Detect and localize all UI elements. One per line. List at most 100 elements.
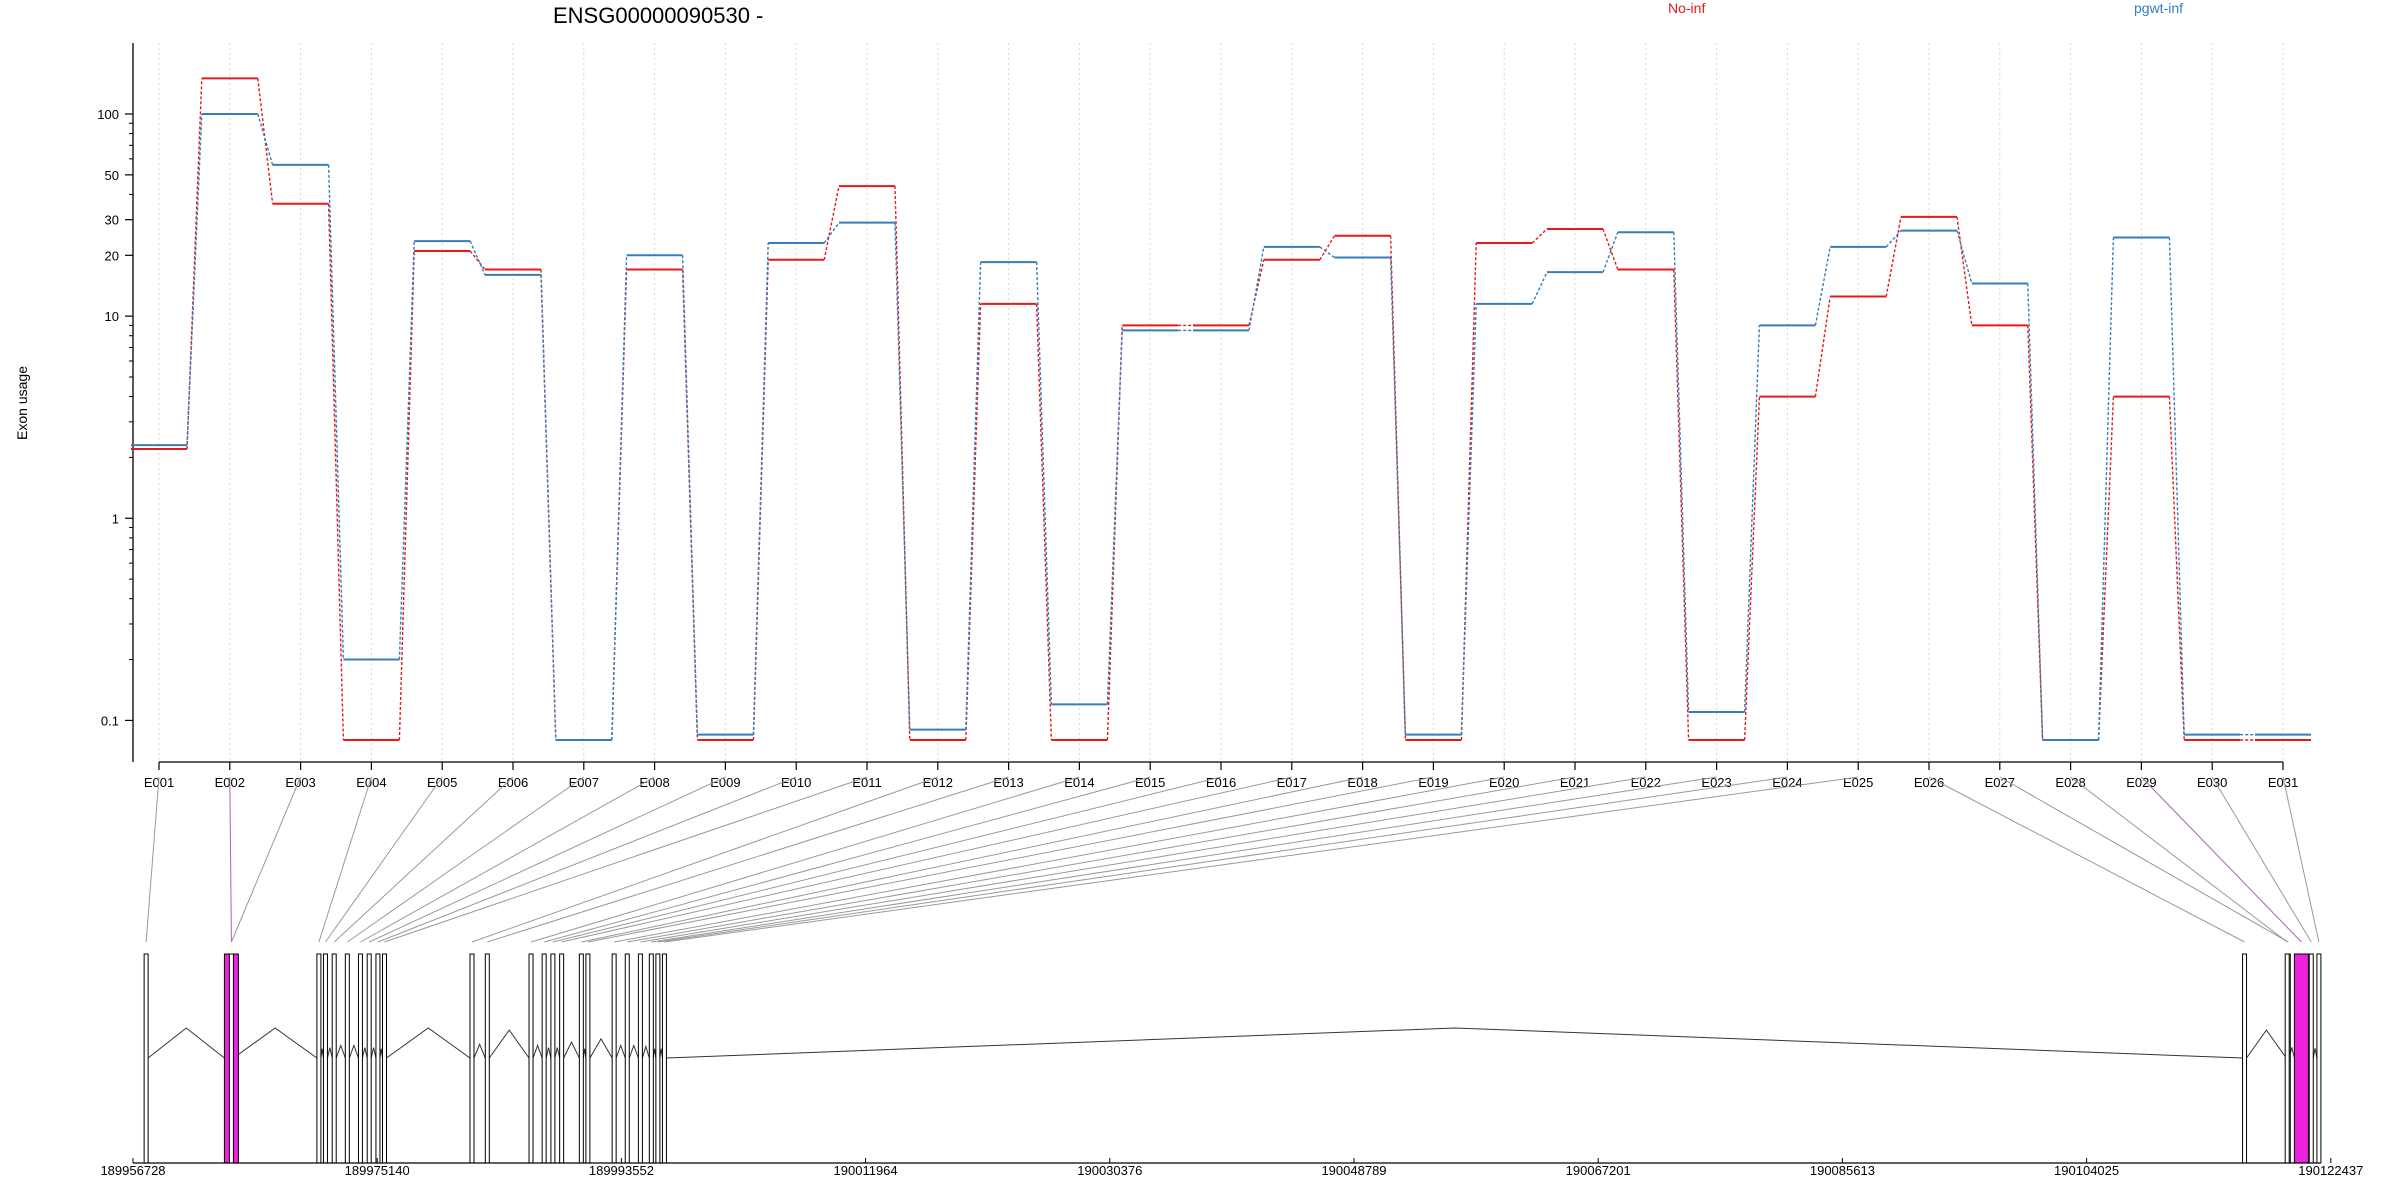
series-connector bbox=[2027, 325, 2044, 741]
series-connector bbox=[1389, 257, 1407, 735]
y-tick-label: 100 bbox=[97, 107, 119, 122]
x-tick-label: E030 bbox=[2197, 775, 2227, 790]
gene-model bbox=[143, 953, 2322, 1164]
genomic-tick-label: 189993552 bbox=[589, 1163, 654, 1178]
exon-block bbox=[528, 953, 534, 1164]
series-connector bbox=[469, 250, 486, 270]
series-connector bbox=[2168, 237, 2185, 735]
exon-block bbox=[322, 953, 328, 1164]
exon-block bbox=[143, 953, 149, 1164]
exon-block bbox=[624, 953, 630, 1164]
exon-connector bbox=[487, 776, 1009, 943]
exon-block bbox=[655, 953, 661, 1164]
exon-connector bbox=[640, 776, 1646, 943]
exon-block bbox=[2293, 953, 2309, 1164]
x-tick-label: E008 bbox=[639, 775, 669, 790]
exon-connector bbox=[347, 776, 585, 943]
exon-connector bbox=[1928, 776, 2245, 943]
exon-connector bbox=[318, 776, 372, 943]
intron bbox=[641, 1044, 650, 1059]
genomic-tick-label: 190030376 bbox=[1077, 1163, 1142, 1178]
exon-connector bbox=[471, 776, 938, 943]
y-tick-label: 50 bbox=[105, 168, 119, 183]
x-tick-label: E029 bbox=[2126, 775, 2156, 790]
series-connector bbox=[2168, 396, 2185, 741]
intron bbox=[666, 1027, 2243, 1059]
series-connector bbox=[2097, 237, 2115, 741]
x-tick-label: E004 bbox=[356, 775, 386, 790]
exon-connector bbox=[651, 776, 1717, 943]
series-connector bbox=[2027, 283, 2044, 741]
genomic-tick-label: 190048789 bbox=[1321, 1163, 1386, 1178]
exon-connector bbox=[561, 776, 1292, 943]
series-connector bbox=[1885, 216, 1902, 297]
series-connector bbox=[1531, 228, 1548, 244]
legend-label-pgwt-inf: pgwt-inf bbox=[2134, 0, 2183, 16]
exon-block bbox=[366, 953, 372, 1164]
exon-connector bbox=[368, 776, 726, 943]
x-tick-label: E013 bbox=[993, 775, 1023, 790]
y-tick-label: 20 bbox=[105, 248, 119, 263]
x-tick-label: E012 bbox=[923, 775, 953, 790]
series-connector bbox=[1460, 243, 1477, 741]
exon-connector bbox=[2282, 776, 2320, 943]
exon-connector bbox=[581, 776, 1363, 943]
exon-block bbox=[2284, 953, 2290, 1164]
x-tick-label: E011 bbox=[852, 775, 881, 790]
y-tick-label: 0.1 bbox=[101, 713, 119, 728]
intron bbox=[386, 1027, 471, 1059]
series-connector bbox=[1956, 230, 1973, 284]
intron bbox=[361, 1047, 368, 1059]
series-connector bbox=[186, 113, 203, 446]
exon-block bbox=[375, 953, 381, 1164]
series-connector bbox=[540, 274, 557, 741]
intron bbox=[563, 1041, 580, 1059]
exon-block bbox=[541, 953, 547, 1164]
series-connector bbox=[1319, 246, 1336, 259]
exon-block bbox=[585, 953, 591, 1164]
exon-connector bbox=[657, 776, 1788, 943]
exon-block bbox=[661, 953, 667, 1164]
intron bbox=[615, 1043, 626, 1059]
y-tick-label: 30 bbox=[105, 213, 119, 228]
series-connector bbox=[1248, 246, 1265, 331]
chart-title: ENSG00000090530 - bbox=[553, 3, 763, 28]
genomic-axis: 189956728 189975140 189993552 190011964 1900… bbox=[100, 1158, 2363, 1178]
x-tick-label: E009 bbox=[710, 775, 740, 790]
exon-block bbox=[316, 953, 322, 1164]
intron bbox=[147, 1027, 225, 1059]
series-connector bbox=[752, 243, 769, 735]
exon-connector bbox=[333, 776, 514, 943]
x-tick-label: E007 bbox=[569, 775, 599, 790]
series-connector bbox=[327, 164, 345, 660]
exon-block bbox=[550, 953, 556, 1164]
x-tick-label: E005 bbox=[427, 775, 457, 790]
exon-connector bbox=[1999, 776, 2289, 943]
intron bbox=[628, 1043, 639, 1059]
exon-block bbox=[611, 953, 617, 1164]
x-tick-label: E027 bbox=[1985, 775, 2015, 790]
series-connector bbox=[1956, 216, 1973, 326]
series-connector bbox=[257, 78, 274, 204]
intron bbox=[370, 1047, 377, 1059]
exon-connector bbox=[145, 776, 160, 943]
series-connector bbox=[469, 240, 486, 276]
series-connector bbox=[257, 113, 274, 166]
intron bbox=[473, 1043, 486, 1059]
exon-connector bbox=[2141, 776, 2302, 943]
exon-connector bbox=[2070, 776, 2288, 943]
genomic-tick-label: 190011964 bbox=[834, 1163, 898, 1178]
exon-connector bbox=[614, 776, 1505, 943]
series-connector bbox=[1885, 230, 1902, 248]
series-connector bbox=[1814, 296, 1831, 397]
exon-block bbox=[2242, 953, 2248, 1164]
genomic-tick-label: 190067201 bbox=[1566, 1163, 1631, 1178]
genomic-tick-label: 189975140 bbox=[345, 1163, 410, 1178]
intron bbox=[532, 1043, 543, 1059]
series-connector bbox=[1673, 232, 1690, 713]
exon-connector bbox=[552, 776, 1222, 943]
series-connector bbox=[1035, 262, 1053, 705]
intron bbox=[554, 1047, 561, 1059]
intron bbox=[348, 1043, 359, 1059]
series-connector bbox=[1814, 246, 1831, 326]
